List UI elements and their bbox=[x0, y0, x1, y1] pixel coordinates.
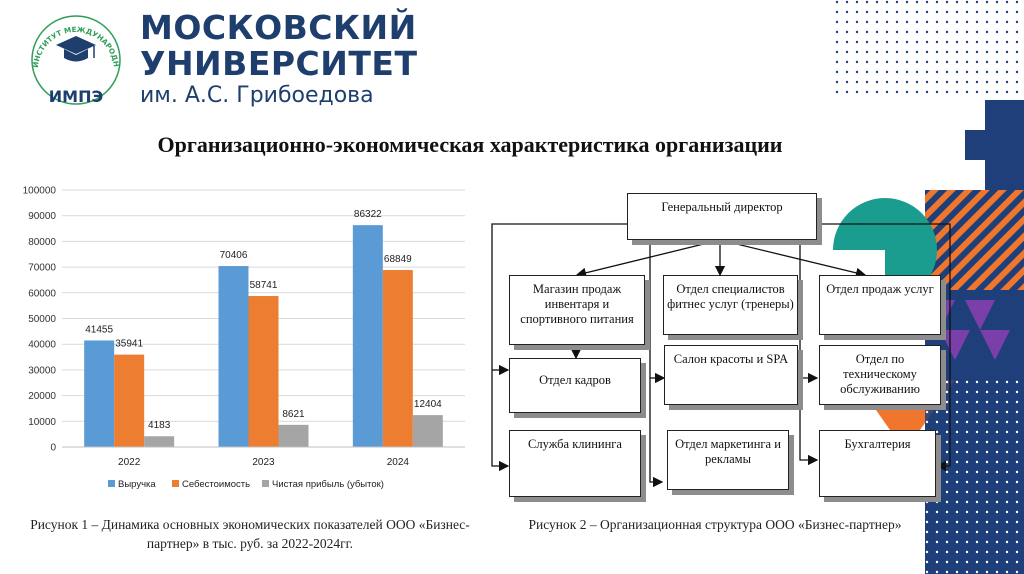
emblem-abbreviation: ИМПЭ bbox=[49, 87, 103, 106]
y-tick-label: 70000 bbox=[28, 263, 56, 274]
org-box-general-director: Генеральный директор bbox=[627, 193, 817, 240]
x-tick-label: 2024 bbox=[387, 457, 410, 468]
org-box-maintenance: Отдел по техническому обслуживанию bbox=[819, 345, 941, 405]
university-subtitle: им. А.С. Грибоедова bbox=[140, 83, 374, 108]
bar-value-label: 4183 bbox=[148, 420, 171, 431]
legend-label: Выручка bbox=[118, 479, 156, 490]
bar-value-label: 58741 bbox=[250, 280, 278, 291]
legend-swatch bbox=[172, 480, 179, 487]
y-tick-label: 80000 bbox=[28, 237, 56, 248]
chart-legend: Выручка Себестоимость Чистая прибыль (убыт… bbox=[108, 479, 384, 490]
slide-title: Организационно-экономическая характерист… bbox=[157, 132, 783, 157]
y-tick-label: 90000 bbox=[28, 211, 56, 222]
y-tick-label: 60000 bbox=[28, 288, 56, 299]
org-box-sales: Отдел продаж услуг bbox=[819, 275, 941, 335]
bar bbox=[352, 225, 383, 447]
legend-swatch bbox=[108, 480, 115, 487]
institute-emblem-logo: ИНСТИТУТ МЕЖДУНАРОДНОЙ ЭКОНОМИКИ ЛИДЕРСТ… bbox=[18, 8, 121, 106]
bar bbox=[218, 266, 249, 447]
university-name-line2: УНИВЕРСИТЕТ bbox=[140, 44, 418, 83]
x-tick-label: 2022 bbox=[118, 457, 141, 468]
bar bbox=[84, 340, 115, 447]
org-box-marketing: Отдел маркетинга и рекламы bbox=[667, 430, 789, 490]
legend-label: Чистая прибыль (убыток) bbox=[272, 479, 384, 490]
bar bbox=[278, 424, 309, 447]
chart-y-axis: 0 10000 20000 30000 40000 50000 60000 70000 8000… bbox=[23, 186, 57, 454]
economic-indicators-bar-chart: 0 10000 20000 30000 40000 50000 60000 70000 8000… bbox=[23, 186, 465, 490]
y-tick-label: 20000 bbox=[28, 391, 56, 402]
chart-x-axis: 2022 2023 2024 bbox=[62, 446, 465, 468]
bar bbox=[248, 296, 279, 447]
figure-2-caption: Рисунок 2 – Организационная структура ОО… bbox=[528, 517, 902, 532]
org-box-cleaning: Служба клининга bbox=[509, 430, 641, 497]
bar-value-label: 86322 bbox=[354, 209, 382, 220]
bar-value-label: 12404 bbox=[414, 399, 442, 410]
org-box-fitness-specialists: Отдел специалистов фитнес услуг (тренеры… bbox=[663, 275, 798, 335]
bar bbox=[382, 270, 413, 447]
bar bbox=[114, 354, 145, 447]
bar bbox=[412, 415, 443, 447]
legend-label: Себестоимость bbox=[182, 479, 250, 490]
figure-1-caption: Рисунок 1 – Динамика основных экономичес… bbox=[30, 517, 470, 551]
x-tick-label: 2023 bbox=[252, 457, 275, 468]
org-box-beauty-salon: Салон красоты и SPA bbox=[664, 345, 798, 405]
y-tick-label: 0 bbox=[50, 443, 56, 454]
bar-value-label: 8621 bbox=[282, 409, 305, 420]
y-tick-label: 50000 bbox=[28, 314, 56, 325]
bar bbox=[144, 436, 175, 447]
y-tick-label: 30000 bbox=[28, 365, 56, 376]
legend-swatch bbox=[262, 480, 269, 487]
y-tick-label: 40000 bbox=[28, 340, 56, 351]
bar-value-label: 35941 bbox=[115, 339, 143, 350]
graduation-cap-icon bbox=[56, 36, 96, 62]
org-box-hr: Отдел кадров bbox=[509, 358, 641, 413]
bar-value-label: 41455 bbox=[85, 324, 113, 335]
y-tick-label: 100000 bbox=[23, 186, 57, 197]
org-box-shop: Магазин продаж инвентаря и спортивного п… bbox=[509, 275, 645, 345]
y-tick-label: 10000 bbox=[28, 417, 56, 428]
bar-value-label: 70406 bbox=[220, 250, 248, 261]
org-box-accounting: Бухгалтерия bbox=[819, 430, 936, 497]
university-name: МОСКОВСКИЙ УНИВЕРСИТЕТ bbox=[140, 10, 417, 82]
bar-value-label: 68849 bbox=[384, 254, 412, 265]
university-name-line1: МОСКОВСКИЙ bbox=[140, 8, 417, 47]
